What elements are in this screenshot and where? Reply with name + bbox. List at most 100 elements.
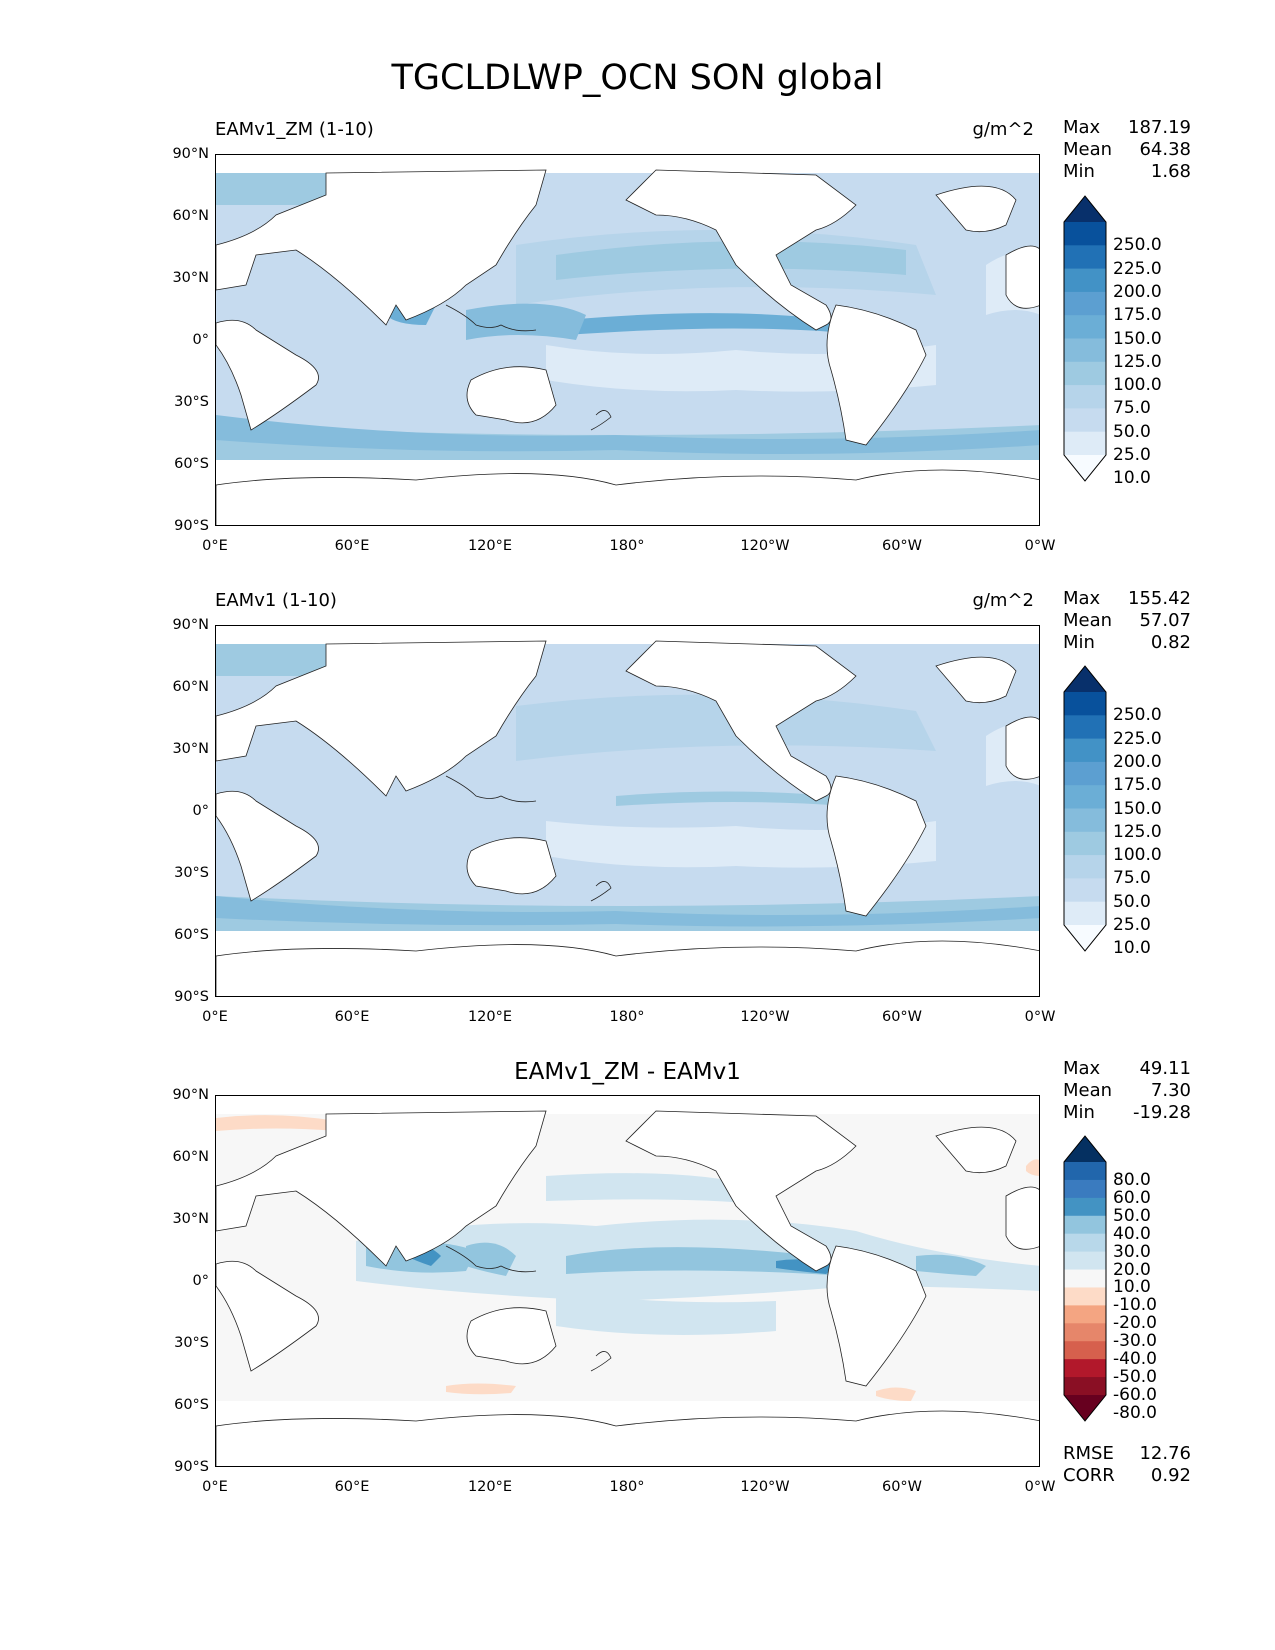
y-tick: 90°N (172, 146, 209, 162)
colorbar-tick-label: -50.0 (1113, 1367, 1157, 1388)
colorbar-swatch (1064, 222, 1106, 246)
map-field (216, 626, 1039, 996)
stat-label: Max (1063, 117, 1101, 138)
y-tick: 30°S (174, 865, 209, 881)
metric-label: CORR (1063, 1465, 1115, 1486)
stat-label: Max (1063, 1058, 1101, 1079)
colorbar-swatch (1064, 408, 1106, 433)
colorbar-swatch (1064, 1233, 1106, 1253)
colorbar-swatch (1064, 1377, 1106, 1396)
x-tick: 60°W (881, 538, 923, 554)
colorbar-tick-label: -30.0 (1113, 1331, 1157, 1352)
y-tick: 90°N (172, 1087, 209, 1103)
colorbar-swatch (1064, 1215, 1106, 1235)
colorbar-tick-label: 75.0 (1113, 398, 1151, 419)
x-tick: 180° (609, 538, 645, 554)
panel-title: EAMv1_ZM (1-10) (215, 119, 374, 140)
y-tick: 60°S (174, 456, 209, 472)
colorbar-tick-label: 150.0 (1113, 798, 1162, 819)
colorbar-tick-label: 50.0 (1113, 1205, 1151, 1226)
units-label: g/m^2 (972, 590, 1034, 611)
colorbar-tick-label: 100.0 (1113, 845, 1162, 866)
x-tick: 0°E (202, 1479, 228, 1495)
y-tick: 90°S (174, 989, 209, 1005)
units-label: g/m^2 (972, 119, 1034, 140)
map-field (216, 1096, 1039, 1466)
y-tick: 0° (192, 803, 209, 819)
stats-box: Max 49.11 Mean 7.30 Min -19.28 (1063, 1058, 1191, 1124)
colorbar-swatch (1064, 338, 1106, 363)
stats-box: Max 155.42 Mean 57.07 Min 0.82 (1063, 588, 1191, 654)
colorbar-swatch (1064, 692, 1106, 716)
x-tick: 120°W (740, 1479, 790, 1495)
y-tick: 90°N (172, 617, 209, 633)
x-tick: 180° (609, 1479, 645, 1495)
metric-value: 0.92 (1150, 1465, 1191, 1486)
colorbar-extend-max (1064, 1136, 1106, 1162)
colorbar-tick-label: -60.0 (1113, 1385, 1157, 1405)
y-tick: 30°S (174, 1335, 209, 1351)
y-tick: 30°S (174, 394, 209, 410)
colorbar-tick-label: 225.0 (1113, 728, 1162, 749)
y-tick: 0° (192, 1273, 209, 1289)
map-test (215, 154, 1040, 526)
stat-value: 155.42 (1128, 588, 1191, 609)
y-tick: 30°N (172, 1211, 209, 1227)
colorbar-swatch (1064, 738, 1106, 763)
colorbar-tick-label: 50.0 (1113, 421, 1151, 442)
x-tick: 120°W (740, 1009, 790, 1025)
x-tick: 60°E (334, 538, 370, 554)
panel-title: EAMv1 (1-10) (215, 590, 337, 611)
metric-value: 12.76 (1139, 1443, 1191, 1464)
colorbar-extend-min (1064, 455, 1106, 481)
stat-value: 187.19 (1128, 117, 1191, 138)
colorbar-extend-max (1064, 666, 1106, 692)
x-tick: 120°W (740, 538, 790, 554)
colorbar-graphic (1063, 665, 1107, 952)
colorbar-tick-label: 10.0 (1113, 1277, 1151, 1298)
colorbar-tick-label: 75.0 (1113, 868, 1151, 889)
stat-value: 1.68 (1150, 161, 1191, 182)
colorbar-swatch (1064, 1341, 1106, 1360)
colorbar-tick-label: 20.0 (1113, 1259, 1151, 1280)
x-tick: 60°E (334, 1479, 370, 1495)
colorbar-tick-label: 10.0 (1113, 468, 1151, 489)
colorbar-tick-label: 200.0 (1113, 751, 1162, 772)
stat-label: Max (1063, 588, 1101, 609)
y-tick: 60°S (174, 927, 209, 943)
x-tick: 60°W (881, 1009, 923, 1025)
metric-label: RMSE (1063, 1443, 1114, 1464)
colorbar-swatch (1064, 761, 1106, 786)
y-tick: 30°N (172, 741, 209, 757)
colorbar-tick-label: 40.0 (1113, 1223, 1151, 1244)
colorbar-tick-label: 25.0 (1113, 915, 1151, 935)
x-tick: 0°E (202, 538, 228, 554)
colorbar-swatch (1064, 268, 1106, 293)
colorbar-tick-label: 250.0 (1113, 235, 1162, 256)
colorbar-tick-label: 80.0 (1113, 1169, 1151, 1190)
colorbar-swatch (1064, 1162, 1106, 1181)
stat-label: Mean (1063, 610, 1113, 631)
map-diff (215, 1095, 1040, 1467)
y-tick: 60°S (174, 1397, 209, 1413)
x-tick: 0°W (1024, 1479, 1056, 1495)
colorbar-tick-label: 225.0 (1113, 258, 1162, 279)
colorbar-swatch (1064, 245, 1106, 270)
y-tick: 90°S (174, 518, 209, 534)
y-tick: 30°N (172, 270, 209, 286)
colorbar-tick-label: 50.0 (1113, 891, 1151, 912)
colorbar-tick-label: 125.0 (1113, 351, 1162, 372)
colorbar-tick-label: 25.0 (1113, 445, 1151, 465)
colorbar-swatch (1064, 1197, 1106, 1217)
stat-label: Min (1063, 161, 1095, 182)
colorbar-swatch (1064, 1305, 1106, 1324)
colorbar-tick-label: -20.0 (1113, 1313, 1157, 1334)
stat-value: 0.82 (1150, 632, 1191, 653)
x-tick: 0°W (1024, 538, 1056, 554)
stat-value: 64.38 (1139, 139, 1191, 160)
colorbar-swatch (1064, 1323, 1106, 1342)
x-tick: 0°W (1024, 1009, 1056, 1025)
colorbar-outline (1063, 195, 1107, 482)
stat-label: Mean (1063, 1080, 1113, 1101)
x-tick: 120°E (467, 1009, 513, 1025)
